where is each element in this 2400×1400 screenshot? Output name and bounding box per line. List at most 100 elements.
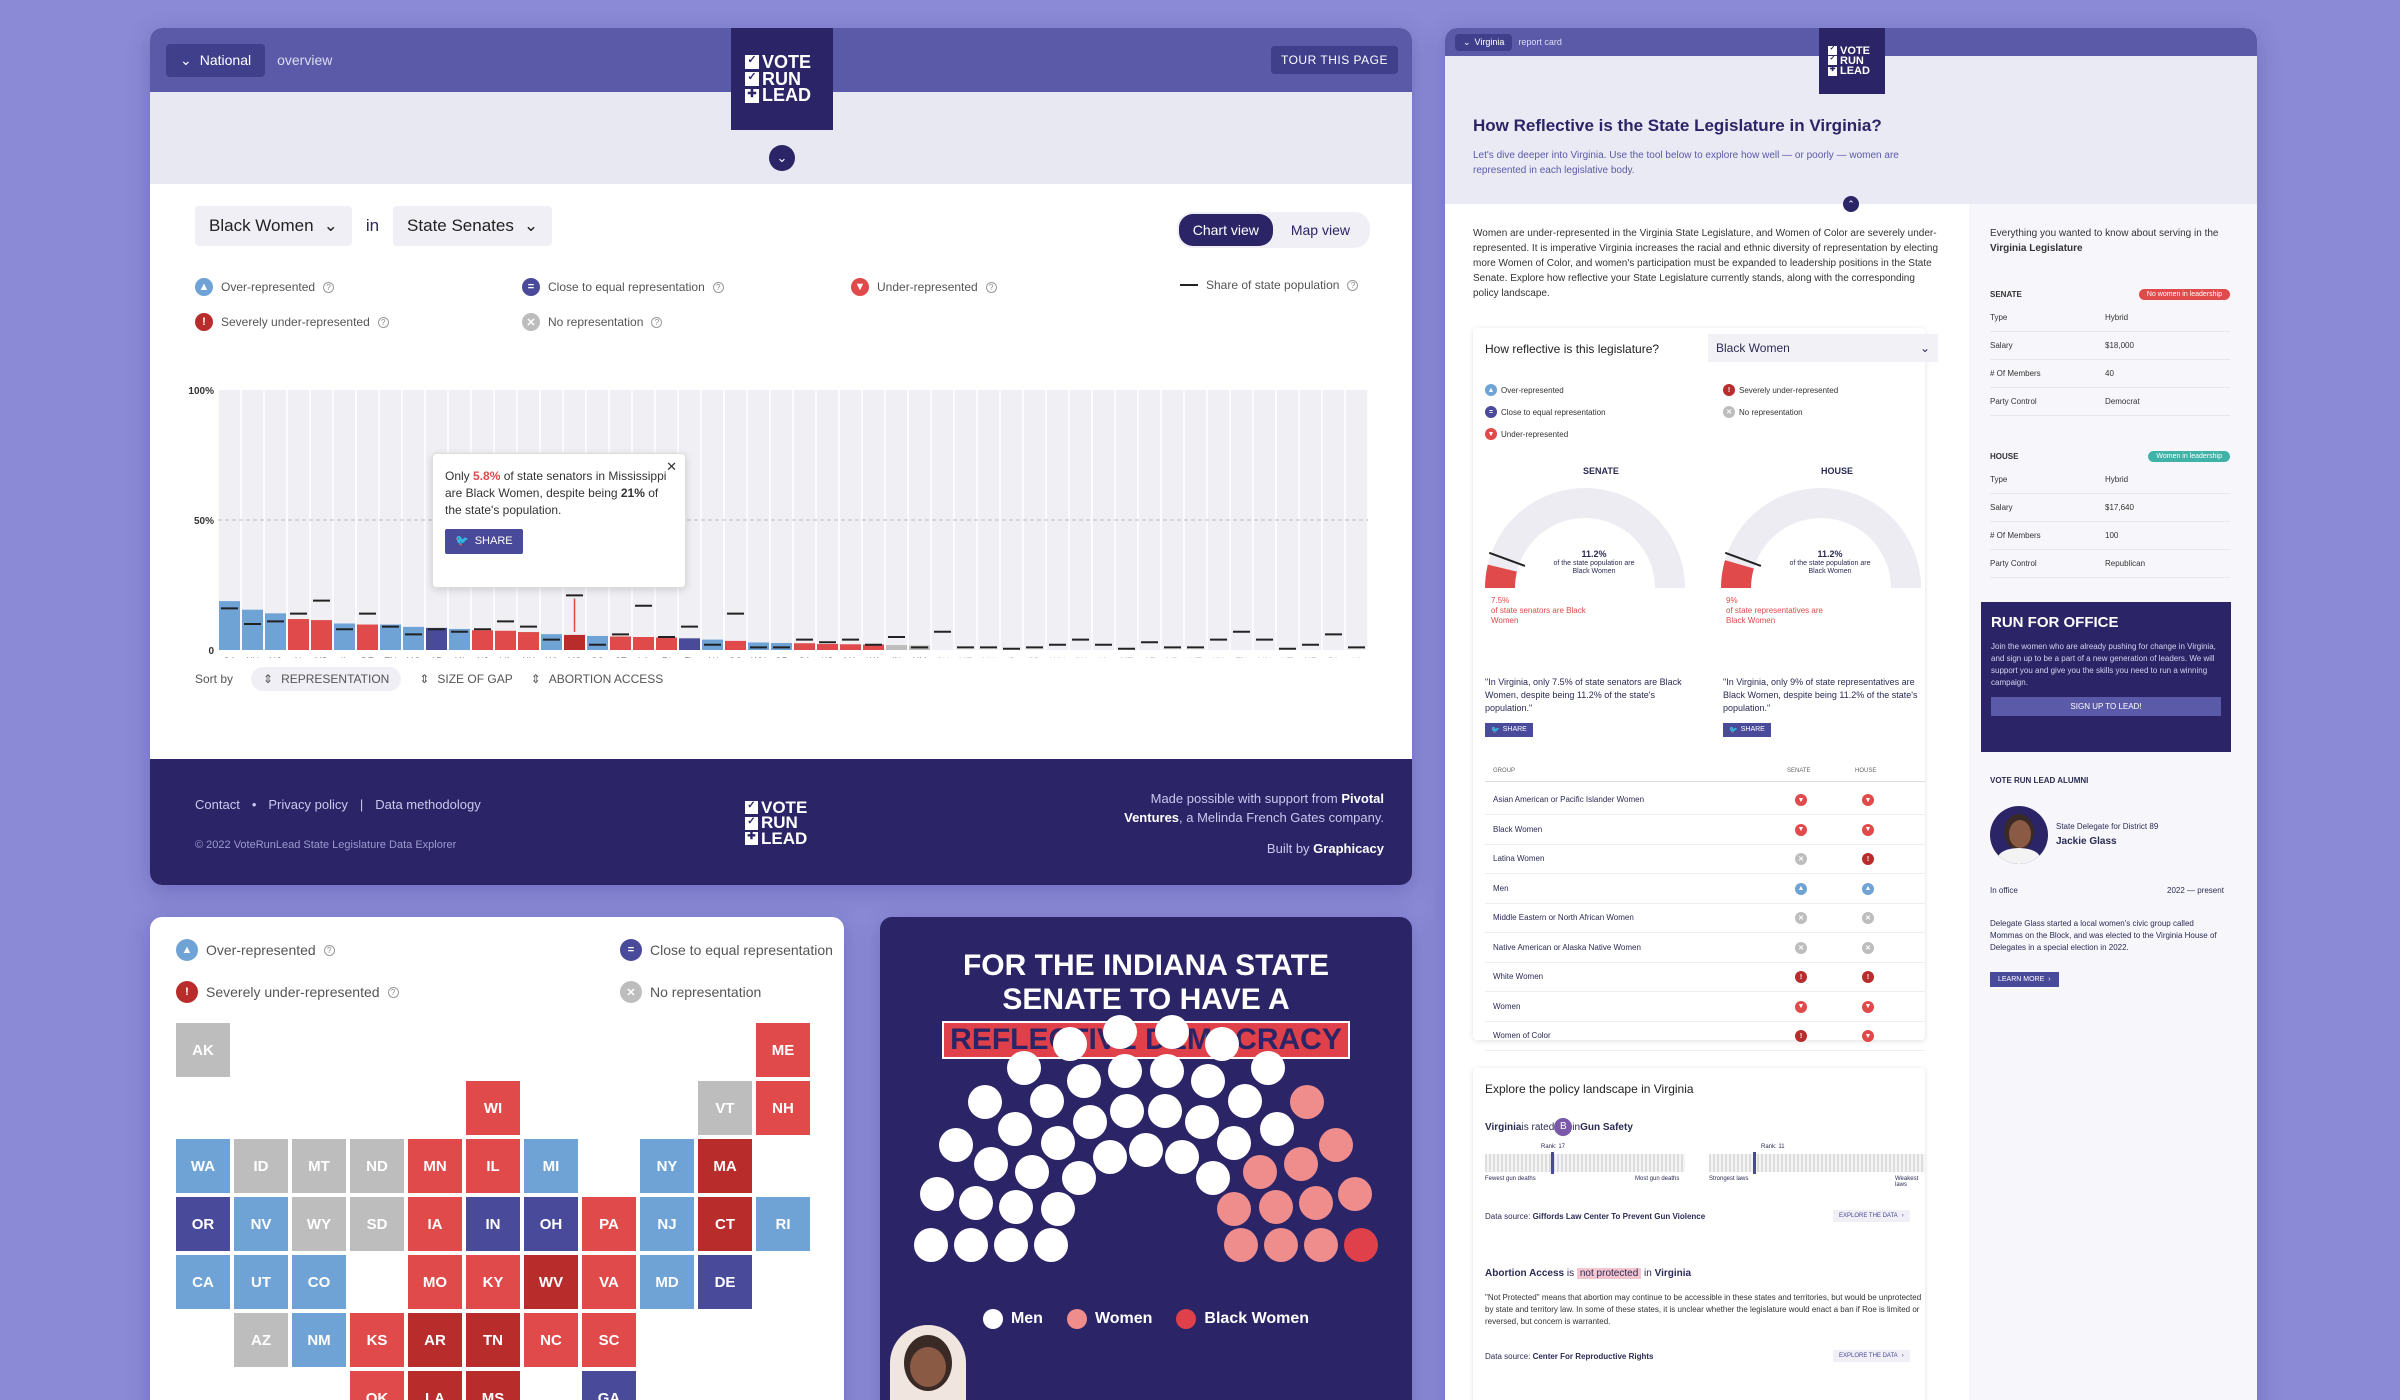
bar <box>679 638 700 650</box>
sign-up-button[interactable]: SIGN UP TO LEAD! <box>1991 697 2221 716</box>
vote-run-lead-logo[interactable]: ✓ VOTE ✓ RUN ✚ LEAD <box>1819 28 1885 94</box>
state-tile-nd[interactable]: ND <box>350 1139 404 1193</box>
info-icon[interactable]: ? <box>712 281 724 293</box>
state-tile-me[interactable]: ME <box>756 1023 810 1077</box>
state-tile-az[interactable]: AZ <box>234 1313 288 1367</box>
state-tile-ca[interactable]: CA <box>176 1255 230 1309</box>
state-tile-mi[interactable]: MI <box>524 1139 578 1193</box>
vote-run-lead-logo[interactable]: ✓ VOTE ✓ RUN ✚ LEAD <box>731 28 833 130</box>
state-tile-va[interactable]: VA <box>582 1255 636 1309</box>
state-tile-or[interactable]: OR <box>176 1197 230 1251</box>
contact-link[interactable]: Contact <box>195 797 240 812</box>
info-icon[interactable]: ? <box>377 316 389 328</box>
x-tick-label: MA <box>844 656 858 658</box>
chart-view-button[interactable]: Chart view <box>1178 214 1273 246</box>
state-tile-la[interactable]: LA <box>408 1371 462 1400</box>
alumni-years: 2022 — present <box>2167 886 2224 895</box>
state-tile-ks[interactable]: KS <box>350 1313 404 1367</box>
state-tile-wa[interactable]: WA <box>176 1139 230 1193</box>
sidebar-bg <box>1969 204 2257 1400</box>
sort-abortion[interactable]: ⇕ ABORTION ACCESS <box>530 672 664 686</box>
seat-men <box>954 1228 988 1262</box>
state-tile-ga[interactable]: GA <box>582 1371 636 1400</box>
state-tile-sc[interactable]: SC <box>582 1313 636 1367</box>
map-view-button[interactable]: Map view <box>1290 222 1350 238</box>
seat-men <box>1165 1140 1200 1175</box>
state-tile-nc[interactable]: NC <box>524 1313 578 1367</box>
sort-icon: ⇕ <box>263 672 274 686</box>
state-tile-co[interactable]: CO <box>292 1255 346 1309</box>
info-icon[interactable]: ? <box>323 281 335 293</box>
x-tick-label: IA <box>1099 656 1108 658</box>
state-tile-pa[interactable]: PA <box>582 1197 636 1251</box>
methodology-link[interactable]: Data methodology <box>375 797 481 812</box>
state-tile-nm[interactable]: NM <box>292 1313 346 1367</box>
state-tile-vt[interactable]: VT <box>698 1081 752 1135</box>
page-title: How Reflective is the State Legislature … <box>1473 116 1882 135</box>
info-icon[interactable]: ? <box>651 316 663 328</box>
tooltip-share-button[interactable]: 🐦 SHARE <box>445 529 523 554</box>
state-tile-il[interactable]: IL <box>466 1139 520 1193</box>
reflect-dropdown[interactable]: Black Women ⌄ <box>1708 334 1938 362</box>
triangle-down-icon: ▼ <box>1485 428 1497 440</box>
state-tile-ny[interactable]: NY <box>640 1139 694 1193</box>
scroll-down-icon[interactable]: ⌄ <box>769 145 795 171</box>
state-tile-sd[interactable]: SD <box>350 1197 404 1251</box>
tooltip-close-icon[interactable]: ✕ <box>666 459 677 474</box>
state-tile-ak[interactable]: AK <box>176 1023 230 1077</box>
status-icon-under: ▼ <box>1795 1000 1807 1013</box>
state-tile-wy[interactable]: WY <box>292 1197 346 1251</box>
state-tile-md[interactable]: MD <box>640 1255 694 1309</box>
state-tile-wi[interactable]: WI <box>466 1081 520 1135</box>
explore-gun-button[interactable]: EXPLORE THE DATA › <box>1833 1210 1910 1222</box>
explore-abortion-button[interactable]: EXPLORE THE DATA › <box>1833 1350 1910 1362</box>
bar-track <box>702 390 723 650</box>
house-share-button[interactable]: 🐦 SHARE <box>1723 723 1771 737</box>
tour-button[interactable]: TOUR THIS PAGE <box>1270 46 1398 74</box>
equal-icon: = <box>1485 406 1497 418</box>
x-tick-label: MI <box>455 656 465 658</box>
state-tile-mn[interactable]: MN <box>408 1139 462 1193</box>
learn-more-button[interactable]: LEARN MORE › <box>1990 972 2059 987</box>
state-tile-mo[interactable]: MO <box>408 1255 462 1309</box>
state-tile-in[interactable]: IN <box>466 1197 520 1251</box>
state-tile-ar[interactable]: AR <box>408 1313 462 1367</box>
chamber-dropdown[interactable]: State Senates ⌄ <box>393 206 553 246</box>
state-tile-tn[interactable]: TN <box>466 1313 520 1367</box>
seat-men <box>1066 1064 1101 1099</box>
footer-logo[interactable]: ✓ VOTE ✓ RUN ✚ LEAD <box>745 795 825 851</box>
state-tile-ia[interactable]: IA <box>408 1197 462 1251</box>
region-dropdown[interactable]: ⌄ National <box>166 43 266 77</box>
state-tile-id[interactable]: ID <box>234 1139 288 1193</box>
info-icon[interactable]: ? <box>323 944 335 956</box>
state-tile-nj[interactable]: NJ <box>640 1197 694 1251</box>
sort-representation[interactable]: ⇕ REPRESENTATION <box>251 667 402 691</box>
privacy-link[interactable]: Privacy policy <box>268 797 348 812</box>
scroll-up-icon[interactable]: ⌃ <box>1843 196 1859 212</box>
virginia-region-dropdown[interactable]: ⌄ Virginia <box>1455 33 1513 51</box>
state-tile-ri[interactable]: RI <box>756 1197 810 1251</box>
info-icon[interactable]: ? <box>387 986 399 998</box>
group-dropdown[interactable]: Black Women ⌄ <box>195 206 352 246</box>
x-tick-label: WV <box>1050 656 1065 658</box>
state-tile-ms[interactable]: MS <box>466 1371 520 1400</box>
state-tile-nh[interactable]: NH <box>756 1081 810 1135</box>
state-tile-mt[interactable]: MT <box>292 1139 346 1193</box>
state-tile-de[interactable]: DE <box>698 1255 752 1309</box>
state-tile-ut[interactable]: UT <box>234 1255 288 1309</box>
house-center: 11.2% of the state population are Black W… <box>1789 549 1871 576</box>
info-icon[interactable]: ? <box>985 281 997 293</box>
state-tile-oh[interactable]: OH <box>524 1197 578 1251</box>
seat-men <box>1092 1140 1127 1175</box>
state-tile-ky[interactable]: KY <box>466 1255 520 1309</box>
state-tile-wv[interactable]: WV <box>524 1255 578 1309</box>
page-subtitle: Let's dive deeper into Virginia. Use the… <box>1473 150 1899 176</box>
state-tile-ok[interactable]: OK <box>350 1371 404 1400</box>
state-tile-nv[interactable]: NV <box>234 1197 288 1251</box>
info-icon[interactable]: ? <box>1347 279 1359 291</box>
senate-share-button[interactable]: 🐦 SHARE <box>1485 723 1533 737</box>
sort-gap[interactable]: ⇕ SIZE OF GAP <box>419 672 513 686</box>
seat-men <box>1228 1083 1263 1118</box>
state-tile-ct[interactable]: CT <box>698 1197 752 1251</box>
state-tile-ma[interactable]: MA <box>698 1139 752 1193</box>
